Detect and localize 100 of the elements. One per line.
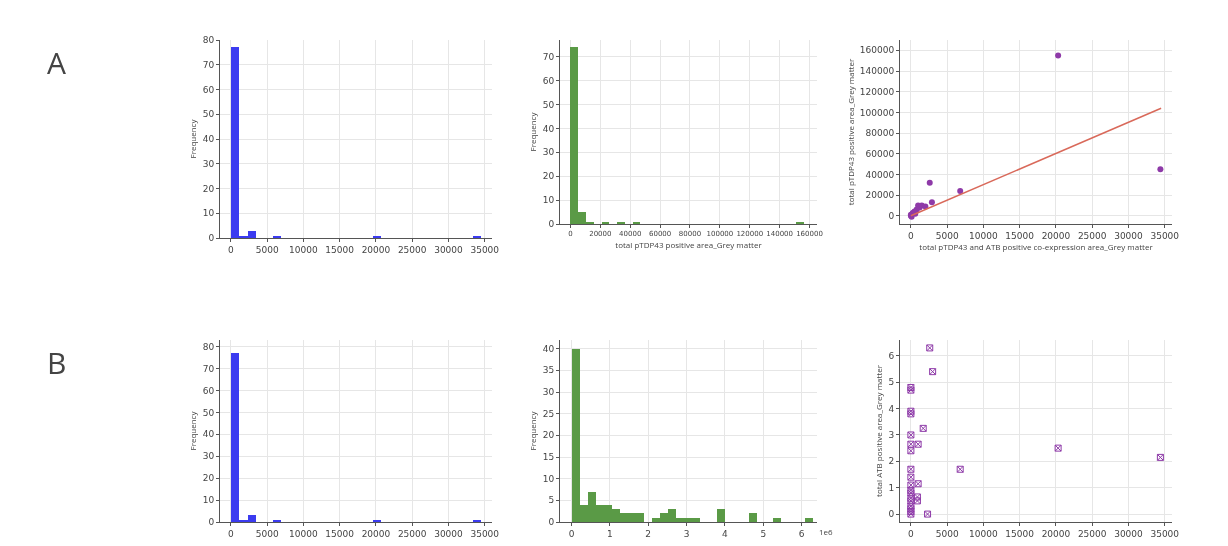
y-tick-label: 120000: [859, 86, 895, 97]
x-tick-label: 10000: [289, 244, 318, 255]
x-tick-label: 10000: [969, 528, 998, 539]
x-tick-label: 10000: [969, 230, 998, 241]
y-tick-label: 80000: [865, 128, 895, 139]
point: [1157, 166, 1164, 173]
y-tick-label: 50: [202, 109, 215, 120]
point: [907, 431, 915, 439]
x-tick-label: 25000: [397, 528, 427, 539]
point: [1054, 444, 1062, 452]
y-tick-label: 30: [542, 387, 555, 398]
y-axis-title: Frequency: [187, 118, 199, 159]
x-tick-label: 0: [228, 244, 235, 255]
x-tick-label: 30000: [434, 528, 464, 539]
y-tick-label: 40: [202, 134, 215, 145]
text: B: [47, 342, 67, 383]
point: [907, 383, 915, 391]
x-tick-label: 35000: [470, 528, 500, 539]
x-tick-label: 4: [722, 528, 729, 539]
y-tick-label: 4: [888, 403, 895, 414]
y-tick-label: 80: [202, 341, 215, 352]
y-tick-label: 40: [542, 123, 555, 134]
y-tick-label: 50: [542, 99, 555, 110]
y-tick-label: 0: [888, 509, 895, 520]
point: [926, 179, 933, 186]
point: [907, 407, 915, 415]
point: [914, 440, 922, 448]
y-tick-label: 10: [202, 495, 215, 506]
point: [929, 368, 937, 376]
y-tick-label: 70: [202, 363, 215, 374]
x-tick-label: 0: [908, 230, 915, 241]
x-tick-label: 2: [645, 528, 652, 539]
x-tick-label: 0: [568, 528, 575, 539]
y-tick-label: 5: [888, 377, 895, 388]
y-tick-label: 3: [888, 430, 895, 441]
point: [907, 386, 915, 394]
point: [919, 424, 927, 432]
text: A: [47, 42, 66, 83]
y-tick-label: 60: [542, 75, 555, 86]
point: [926, 344, 934, 352]
y-tick-label: 70: [542, 51, 555, 62]
y-tick-label: 6: [888, 350, 895, 361]
y-tick-label: 140000: [859, 66, 895, 77]
x-tick-label: 20000: [1041, 528, 1071, 539]
x-tick-label: 35000: [1150, 528, 1180, 539]
x-tick-label: 5000: [255, 528, 279, 539]
y-tick-label: 20: [202, 473, 215, 484]
y-tick-label: 20: [542, 430, 555, 441]
x-tick-label: 5000: [935, 230, 959, 241]
y-axis-title: Frequency: [527, 111, 539, 152]
x-tick-label: 6: [798, 528, 805, 539]
y-tick-label: 0: [888, 210, 895, 221]
y-tick-label: 50: [202, 407, 215, 418]
x-tick-label: 30000: [434, 244, 464, 255]
y-tick-label: 60: [202, 385, 215, 396]
x-axis-title: total pTDP43 and ATB positive co-expression area_Grey matter: [919, 240, 1154, 252]
y-tick-label: 0: [548, 219, 555, 230]
point: [913, 497, 921, 505]
x-tick-label: 15000: [325, 528, 355, 539]
x-axis-title: total pTDP43 positive area_Grey matter: [615, 238, 763, 250]
x-tick-label: 25000: [1077, 230, 1107, 241]
y-axis-title: Frequency: [527, 410, 539, 451]
y-tick-label: 10: [542, 195, 555, 206]
x-tick-label: 35000: [1150, 230, 1180, 241]
y-tick-label: 60: [202, 84, 215, 95]
x-tick-label: 0: [228, 528, 235, 539]
y-tick-label: 30: [202, 158, 215, 169]
point: [913, 493, 921, 501]
y-tick-label: 25: [542, 408, 555, 419]
point: [956, 465, 964, 473]
point: [928, 199, 935, 206]
x-tick-label: 15000: [1005, 528, 1035, 539]
y-axis-title: total ATB positive area_Grey matter: [873, 364, 885, 497]
x-tick-label: 15000: [325, 244, 355, 255]
x-tick-label: 20000: [1041, 230, 1071, 241]
x-tick-label: 5: [760, 528, 767, 539]
y-tick-label: 20: [542, 171, 555, 182]
y-tick-label: 70: [202, 59, 215, 70]
x-tick-label: 30000: [1114, 528, 1144, 539]
y-tick-label: 5: [548, 495, 555, 506]
y-tick-label: 20: [202, 183, 215, 194]
y-tick-label: 0: [208, 517, 215, 528]
point: [957, 187, 964, 194]
point: [924, 510, 932, 518]
y-tick-label: 20000: [865, 190, 895, 201]
y-tick-label: 40: [542, 343, 555, 354]
x-tick-label: 20000: [361, 528, 391, 539]
x-tick-label: 35000: [470, 244, 500, 255]
x-tick-label: 0: [908, 528, 915, 539]
point: [1156, 453, 1164, 461]
y-tick-label: 40: [202, 429, 215, 440]
y-tick-label: 0: [548, 517, 555, 528]
x-tick-label: 30000: [1114, 230, 1144, 241]
y-tick-label: 1: [888, 482, 895, 493]
x-tick-label: 25000: [1077, 528, 1107, 539]
y-tick-label: 30: [202, 451, 215, 462]
point: [907, 410, 915, 418]
text: 1e6: [819, 526, 834, 537]
y-tick-label: 2: [888, 456, 895, 467]
x-tick-label: 5000: [255, 244, 279, 255]
